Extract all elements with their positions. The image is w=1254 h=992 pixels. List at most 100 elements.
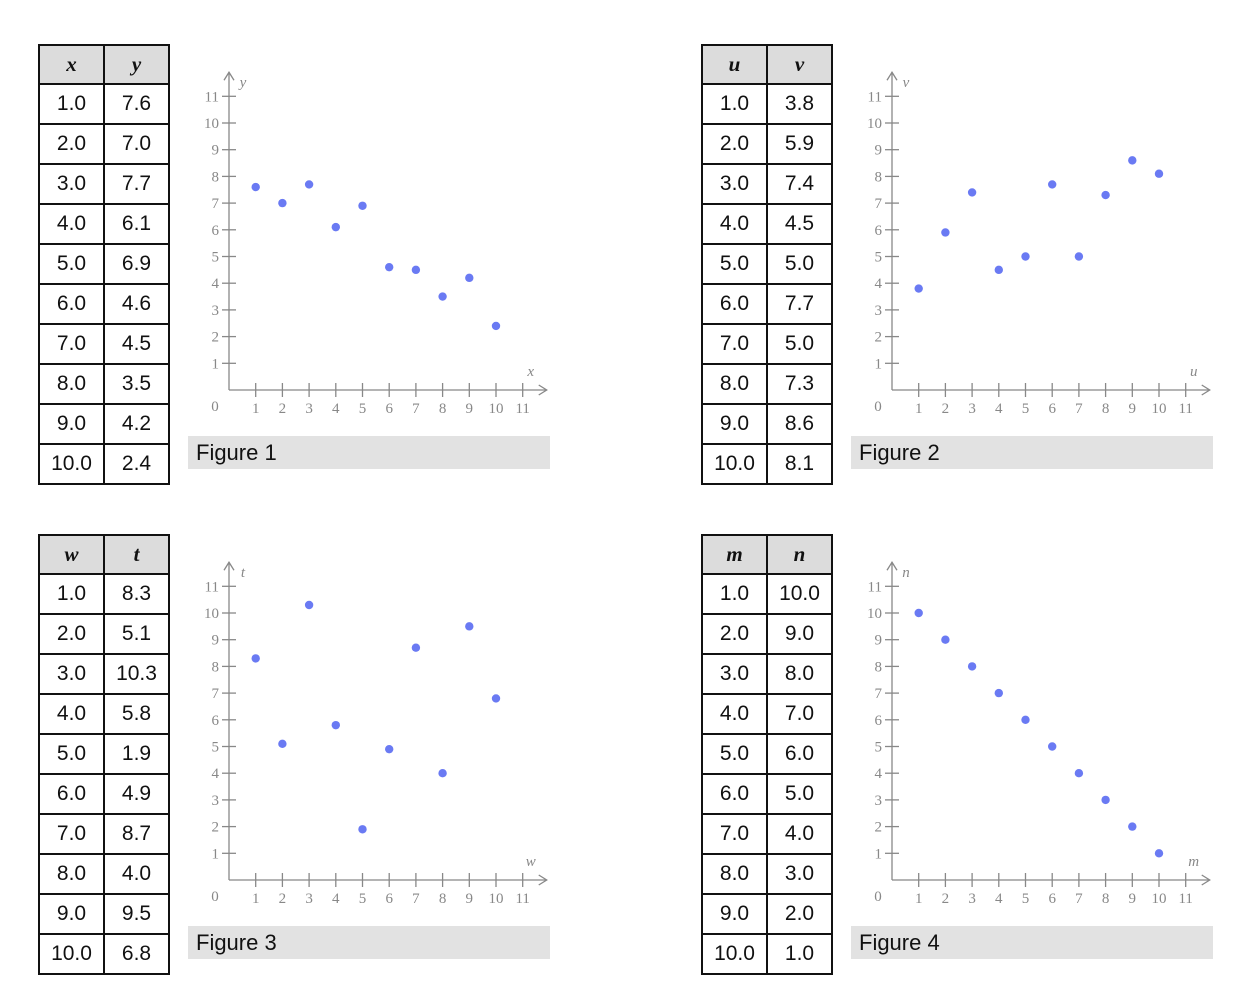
table-cell: 2.0 [766,893,833,935]
y-tick-label: 7 [212,686,220,702]
table-cell: 7.0 [38,323,105,365]
table-cell: 1.0 [38,83,105,125]
y-axis-label: n [902,565,910,581]
x-tick-label: 5 [1022,401,1030,417]
y-tick-label: 10 [204,606,219,622]
table-cell: 5.0 [38,243,105,285]
data-point [967,188,977,197]
y-tick-label: 3 [212,793,220,809]
table-cell: 3.0 [38,653,105,695]
y-tick-label: 2 [212,820,220,836]
data-table: m n 1.0 10.0 2.0 9.0 3.0 8.0 4.0 7.0 5.0 6.0 6.0 5.0 7… [701,534,833,975]
table-row: 3.0 10.3 [38,653,170,695]
table-row: 4.0 7.0 [701,693,833,735]
x-tick-label: 8 [1102,891,1110,907]
data-point [1021,715,1030,724]
table-cell: 9.0 [38,893,105,935]
data-point [358,201,367,210]
table-cell: 1.0 [38,573,105,615]
table-cell: 4.0 [103,853,170,895]
data-table: w t 1.0 8.3 2.0 5.1 3.0 10.3 4.0 5.8 5.0 1.9 6.0 4.9 7… [38,534,170,975]
table-cell: 6.0 [38,283,105,325]
data-point [1048,742,1057,751]
table-cell: 2.0 [38,123,105,165]
y-axis-arrow [223,561,235,571]
table-cell: 1.0 [701,83,768,125]
x-axis-label: u [1190,364,1198,380]
table-cell: 1.9 [103,733,170,775]
table-cell: 10.0 [701,933,768,975]
column-header: m [701,534,768,575]
table-row: 7.0 4.0 [701,813,833,855]
table-cell: 5.0 [766,243,833,285]
column-header: u [701,44,768,85]
table-cell: 8.0 [701,363,768,405]
table-row: 3.0 7.7 [38,163,170,205]
table-cell: 2.0 [701,123,768,165]
column-header: w [38,534,105,575]
table-cell: 4.0 [701,203,768,245]
table-row: 4.0 6.1 [38,203,170,245]
table-cell: 7.0 [701,813,768,855]
table-cell: 5.0 [38,733,105,775]
table-cell: 4.5 [766,203,833,245]
table-cell: 3.0 [766,853,833,895]
table-cell: 8.0 [766,653,833,695]
table-cell: 5.8 [103,693,170,735]
table-cell: 7.4 [766,163,833,205]
column-header: v [766,44,833,85]
y-tick-label: 9 [212,143,220,159]
y-tick-label: 8 [212,659,220,675]
x-tick-label: 9 [466,401,474,417]
table-cell: 5.0 [701,733,768,775]
table-row: 6.0 4.6 [38,283,170,325]
y-axis-arrow [886,561,898,571]
y-tick-label: 2 [212,330,220,346]
table-row: 4.0 4.5 [701,203,833,245]
table-row: 1.0 10.0 [701,573,833,615]
table-row: 9.0 8.6 [701,403,833,445]
y-tick-label: 9 [875,143,883,159]
data-point [914,284,923,293]
column-header: x [38,44,105,85]
x-axis-label: w [526,854,536,870]
y-tick-label: 2 [875,820,883,836]
y-tick-label: 8 [875,659,883,675]
x-tick-label: 10 [489,891,504,907]
data-point [411,643,421,652]
x-axis-label: x [526,364,534,380]
table-cell: 3.5 [103,363,170,405]
x-tick-label: 6 [1048,401,1056,417]
x-tick-label: 6 [1048,891,1056,907]
x-tick-label: 1 [915,401,923,417]
table-cell: 9.5 [103,893,170,935]
origin-label: 0 [874,889,882,905]
table-cell: 7.0 [38,813,105,855]
x-axis-label: m [1188,854,1199,870]
data-point [1074,252,1084,261]
table-cell: 3.0 [38,163,105,205]
data-point [331,720,340,730]
y-tick-label: 3 [875,793,883,809]
table-cell: 6.1 [103,203,170,245]
data-point [1154,849,1164,858]
y-tick-label: 3 [212,303,220,319]
x-tick-label: 4 [995,401,1003,417]
figure-4-panel: m n 1.0 10.0 2.0 9.0 3.0 8.0 4.0 7.0 5.0 6.0 6.0 5.0 7… [663,490,1254,975]
table-cell: 4.0 [38,693,105,735]
y-tick-label: 10 [867,606,882,622]
x-tick-label: 10 [489,401,504,417]
data-point [941,635,950,644]
table-row: 5.0 1.9 [38,733,170,775]
table-cell: 10.0 [701,443,768,485]
x-tick-label: 8 [1102,401,1110,417]
y-tick-label: 6 [212,223,220,239]
y-tick-label: 1 [212,356,220,372]
x-tick-label: 11 [515,891,529,907]
x-tick-label: 11 [515,401,529,417]
x-axis-arrow [1201,874,1211,886]
data-point [385,262,394,272]
